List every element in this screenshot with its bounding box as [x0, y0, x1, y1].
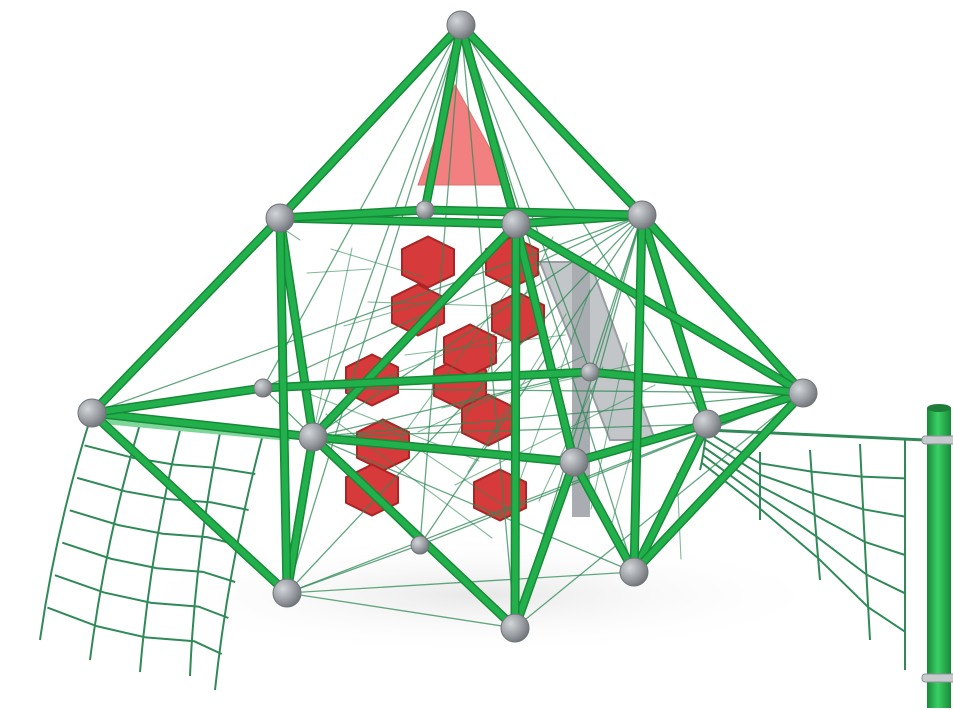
frame-tube-highlight: [277, 22, 464, 221]
side-net-rope: [700, 461, 906, 633]
rope: [312, 371, 591, 438]
side-net-rope: [61, 541, 236, 583]
rope: [573, 214, 643, 463]
side-net-rope: [76, 476, 249, 511]
side-rope-nets: [39, 412, 926, 691]
side-net-rope: [701, 453, 906, 595]
frame-tube-highlight: [631, 421, 710, 575]
rope: [330, 248, 424, 278]
frame-tube-highlight: [571, 459, 637, 575]
frame-tube-highlight: [284, 434, 316, 596]
frame-tube-highlight: [639, 212, 806, 396]
connector-ball: [788, 378, 818, 408]
frame-tube-highlight: [89, 385, 266, 416]
rope: [380, 326, 514, 380]
connector-ball: [619, 557, 649, 587]
frame-tube-highlight: [277, 215, 316, 440]
side-net-rope: [47, 606, 223, 655]
frame-tube-highlight: [512, 459, 577, 631]
connector-ball: [500, 613, 530, 643]
connector-ball: [298, 422, 328, 452]
side-net-rope: [189, 432, 221, 677]
connector-ball: [501, 209, 531, 239]
side-net-rope: [859, 443, 871, 641]
rope: [312, 436, 635, 573]
rope: [417, 355, 585, 433]
connector-ball: [410, 535, 430, 555]
rope: [262, 214, 643, 389]
rope: [343, 297, 443, 327]
connector-ball: [446, 10, 476, 40]
rope: [460, 24, 516, 629]
rope: [377, 421, 517, 515]
rope: [404, 334, 566, 356]
rope: [325, 413, 493, 539]
frame-tube-highlight: [458, 22, 519, 227]
frame-tube-highlight: [512, 221, 519, 631]
frame-tube-highlight: [587, 369, 806, 396]
rope: [419, 24, 462, 546]
side-net-rope: [84, 444, 256, 475]
side-net-bar: [706, 428, 926, 442]
rope: [286, 214, 643, 594]
green-post: [921, 404, 953, 708]
rope: [454, 384, 656, 486]
rope: [396, 260, 530, 444]
frame-tube-highlight: [89, 410, 316, 440]
connector-nodes: [77, 10, 818, 643]
climbing-panel: [401, 235, 455, 289]
side-net-rope: [809, 449, 821, 581]
rope: [460, 24, 708, 425]
frame-tube-highlight: [89, 215, 283, 416]
side-net-rope: [54, 574, 229, 619]
frame-tube-highlight: [277, 215, 290, 596]
connector-ball: [77, 398, 107, 428]
rope: [448, 236, 554, 452]
rope: [286, 24, 462, 594]
rope: [367, 301, 495, 307]
frame-tube-highlight: [310, 434, 577, 465]
frame-tube-highlight: [260, 369, 593, 391]
frame-tube-highlight: [704, 390, 806, 427]
connector-ball: [272, 578, 302, 608]
rope: [460, 24, 591, 373]
rope: [286, 544, 421, 594]
rope: [312, 24, 462, 438]
rope: [306, 268, 372, 274]
rope: [312, 214, 643, 438]
rope: [286, 592, 516, 629]
frame-tube-highlight: [277, 207, 428, 221]
frame-tube-highlight: [422, 22, 464, 213]
frame-tube-highlight: [310, 221, 519, 440]
frame-tube-highlight: [422, 207, 645, 218]
side-net-rope: [214, 437, 263, 691]
side-net-rope: [69, 509, 243, 547]
connector-ball: [265, 203, 295, 233]
connector-ball: [692, 409, 722, 439]
frame-tube-highlight: [513, 221, 577, 465]
green-frame: [87, 20, 808, 633]
frame-tube-highlight: [631, 212, 645, 575]
side-net-rope: [39, 412, 93, 641]
connector-ball: [559, 447, 589, 477]
frame-tube-highlight: [458, 22, 645, 218]
connector-ball: [253, 378, 273, 398]
side-net-rope: [89, 423, 141, 661]
frame-tube-highlight: [310, 434, 518, 631]
connector-ball: [415, 200, 435, 220]
connector-ball: [627, 200, 657, 230]
side-net-rope: [139, 429, 181, 673]
side-net-rope: [702, 446, 906, 556]
frame-tube-highlight: [513, 221, 806, 396]
connector-ball: [580, 362, 600, 382]
frame-tube-highlight: [631, 390, 806, 575]
frame-tube-highlight: [89, 410, 290, 596]
